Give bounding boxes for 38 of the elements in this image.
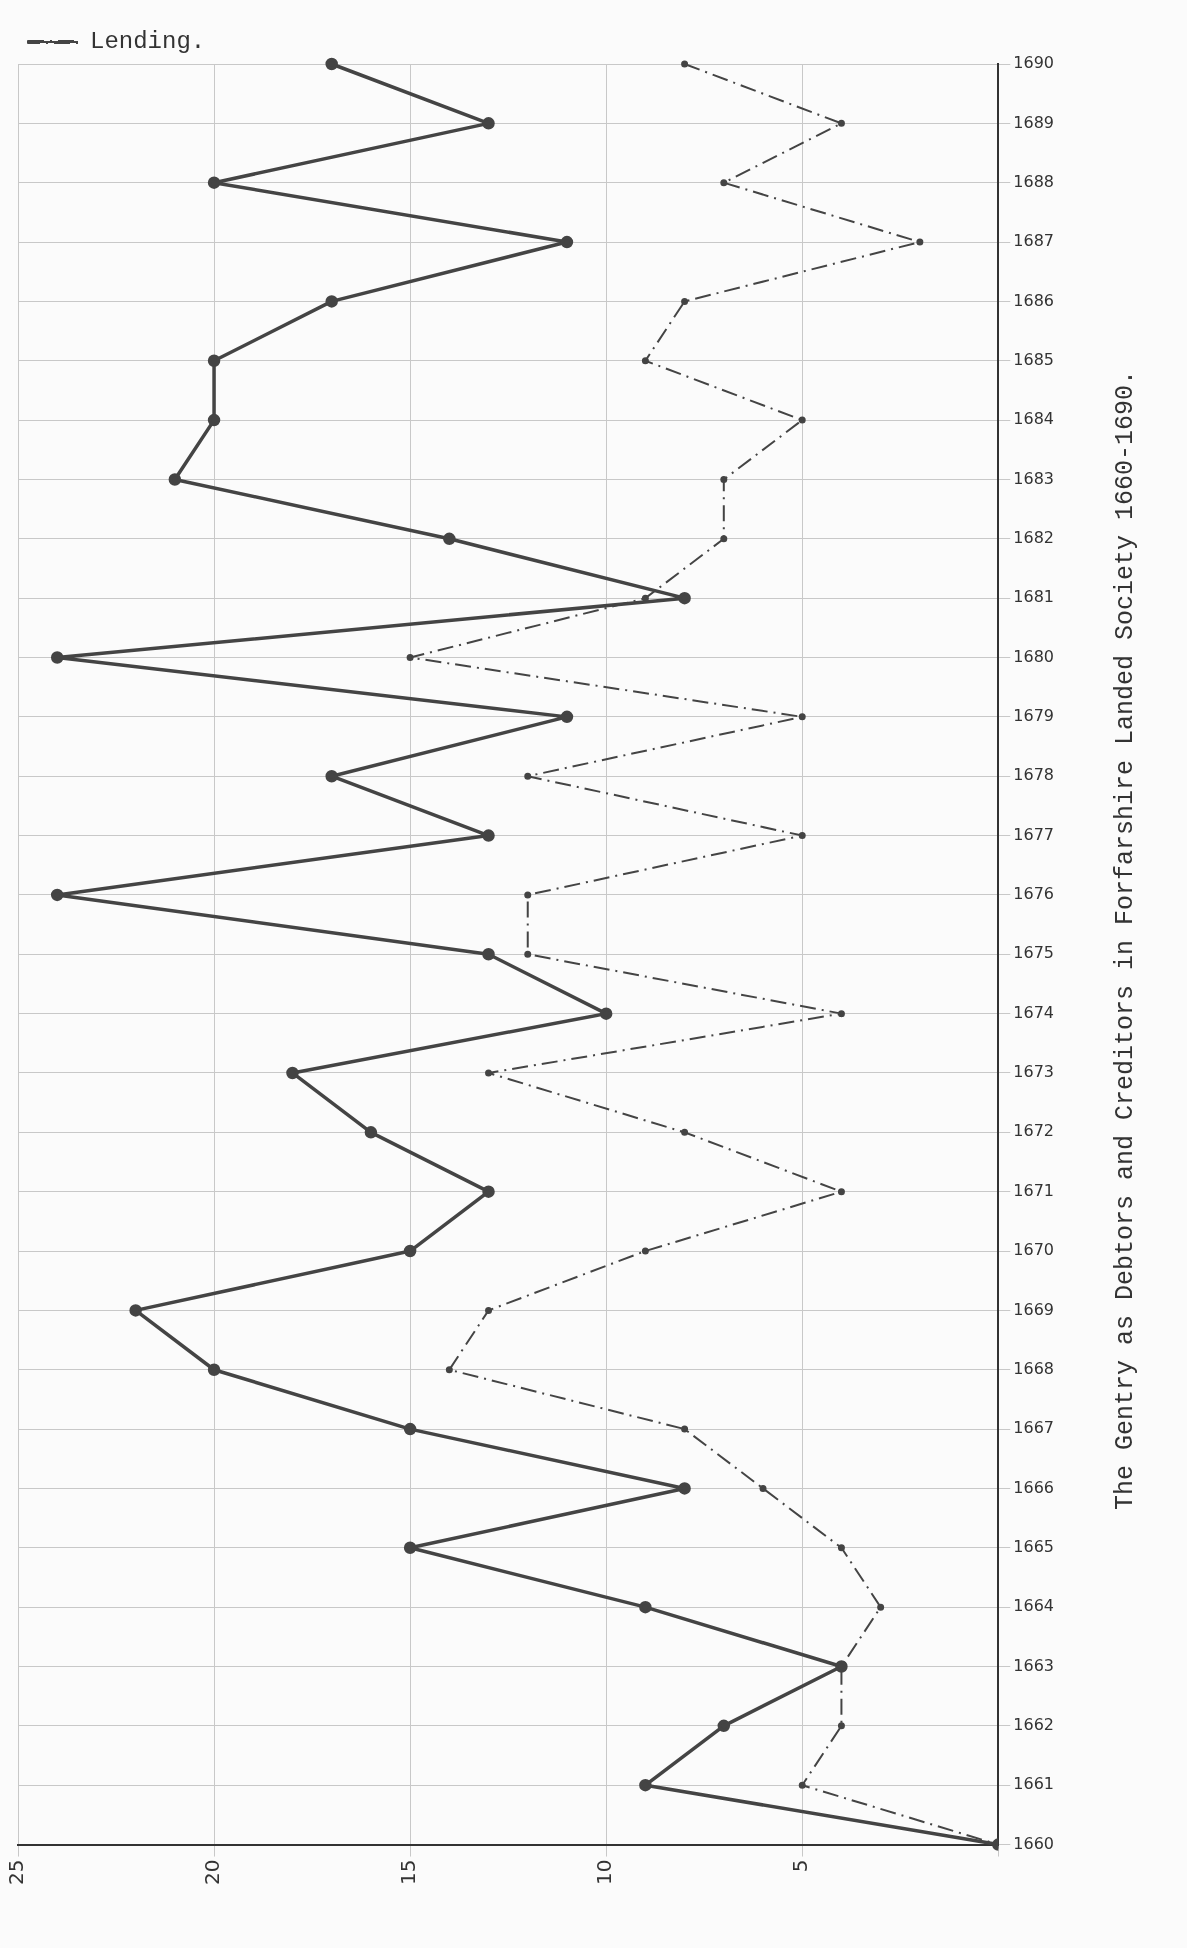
text: The Gentry as Debtors and Creditors in Forfarshire Landed Society 1660-1690.: [1110, 369, 1140, 1511]
y-tick-label: 1673: [1013, 1062, 1054, 1082]
y-tick-label: 1663: [1013, 1655, 1054, 1675]
y-tick-label: 1670: [1013, 1240, 1054, 1260]
y-tick-label: 1683: [1013, 468, 1054, 488]
y-tick-label: 1660: [1013, 1833, 1054, 1853]
y-tick-label: 1677: [1013, 824, 1054, 844]
y-tick-label: 1669: [1013, 1299, 1054, 1319]
y-tick-label: 1675: [1013, 943, 1054, 963]
y-tick-label: 1689: [1013, 112, 1054, 132]
x-tick-label: 5: [788, 1859, 813, 1873]
y-tick-label: 1678: [1013, 765, 1054, 785]
y-tick-label: 1688: [1013, 171, 1054, 191]
y-tick-label: 1690: [1013, 53, 1054, 73]
y-tick-label: 1687: [1013, 231, 1054, 251]
y-tick-label: 1672: [1013, 1121, 1054, 1141]
y-tick-label: 1685: [1013, 349, 1054, 369]
y-tick-label: 1684: [1013, 409, 1054, 429]
y-tick-label: 1679: [1013, 706, 1054, 726]
y-tick-label: 1676: [1013, 884, 1054, 904]
y-tick-label: 1671: [1013, 1180, 1054, 1200]
y-tick-label: 1666: [1013, 1477, 1054, 1497]
x-tick-label: 25: [4, 1859, 29, 1885]
x-tick-label: 20: [200, 1859, 225, 1885]
y-tick-label: 1667: [1013, 1418, 1054, 1438]
y-tick-label: 1686: [1013, 290, 1054, 310]
y-tick-label: 1664: [1013, 1596, 1054, 1616]
y-tick-label: 1682: [1013, 527, 1054, 547]
y-tick-label: 1661: [1013, 1774, 1054, 1794]
y-tick-label: 1668: [1013, 1358, 1054, 1378]
y-tick-label: 1674: [1013, 1002, 1054, 1022]
y-tick-label: 1681: [1013, 587, 1054, 607]
y-tick-label: 1680: [1013, 646, 1054, 666]
x-tick-label: 10: [592, 1859, 617, 1885]
y-tick-label: 1662: [1013, 1715, 1054, 1734]
x-tick-label: 15: [396, 1859, 421, 1885]
y-tick-label: 1665: [1013, 1536, 1054, 1556]
legend-label: Lending.: [90, 28, 206, 56]
